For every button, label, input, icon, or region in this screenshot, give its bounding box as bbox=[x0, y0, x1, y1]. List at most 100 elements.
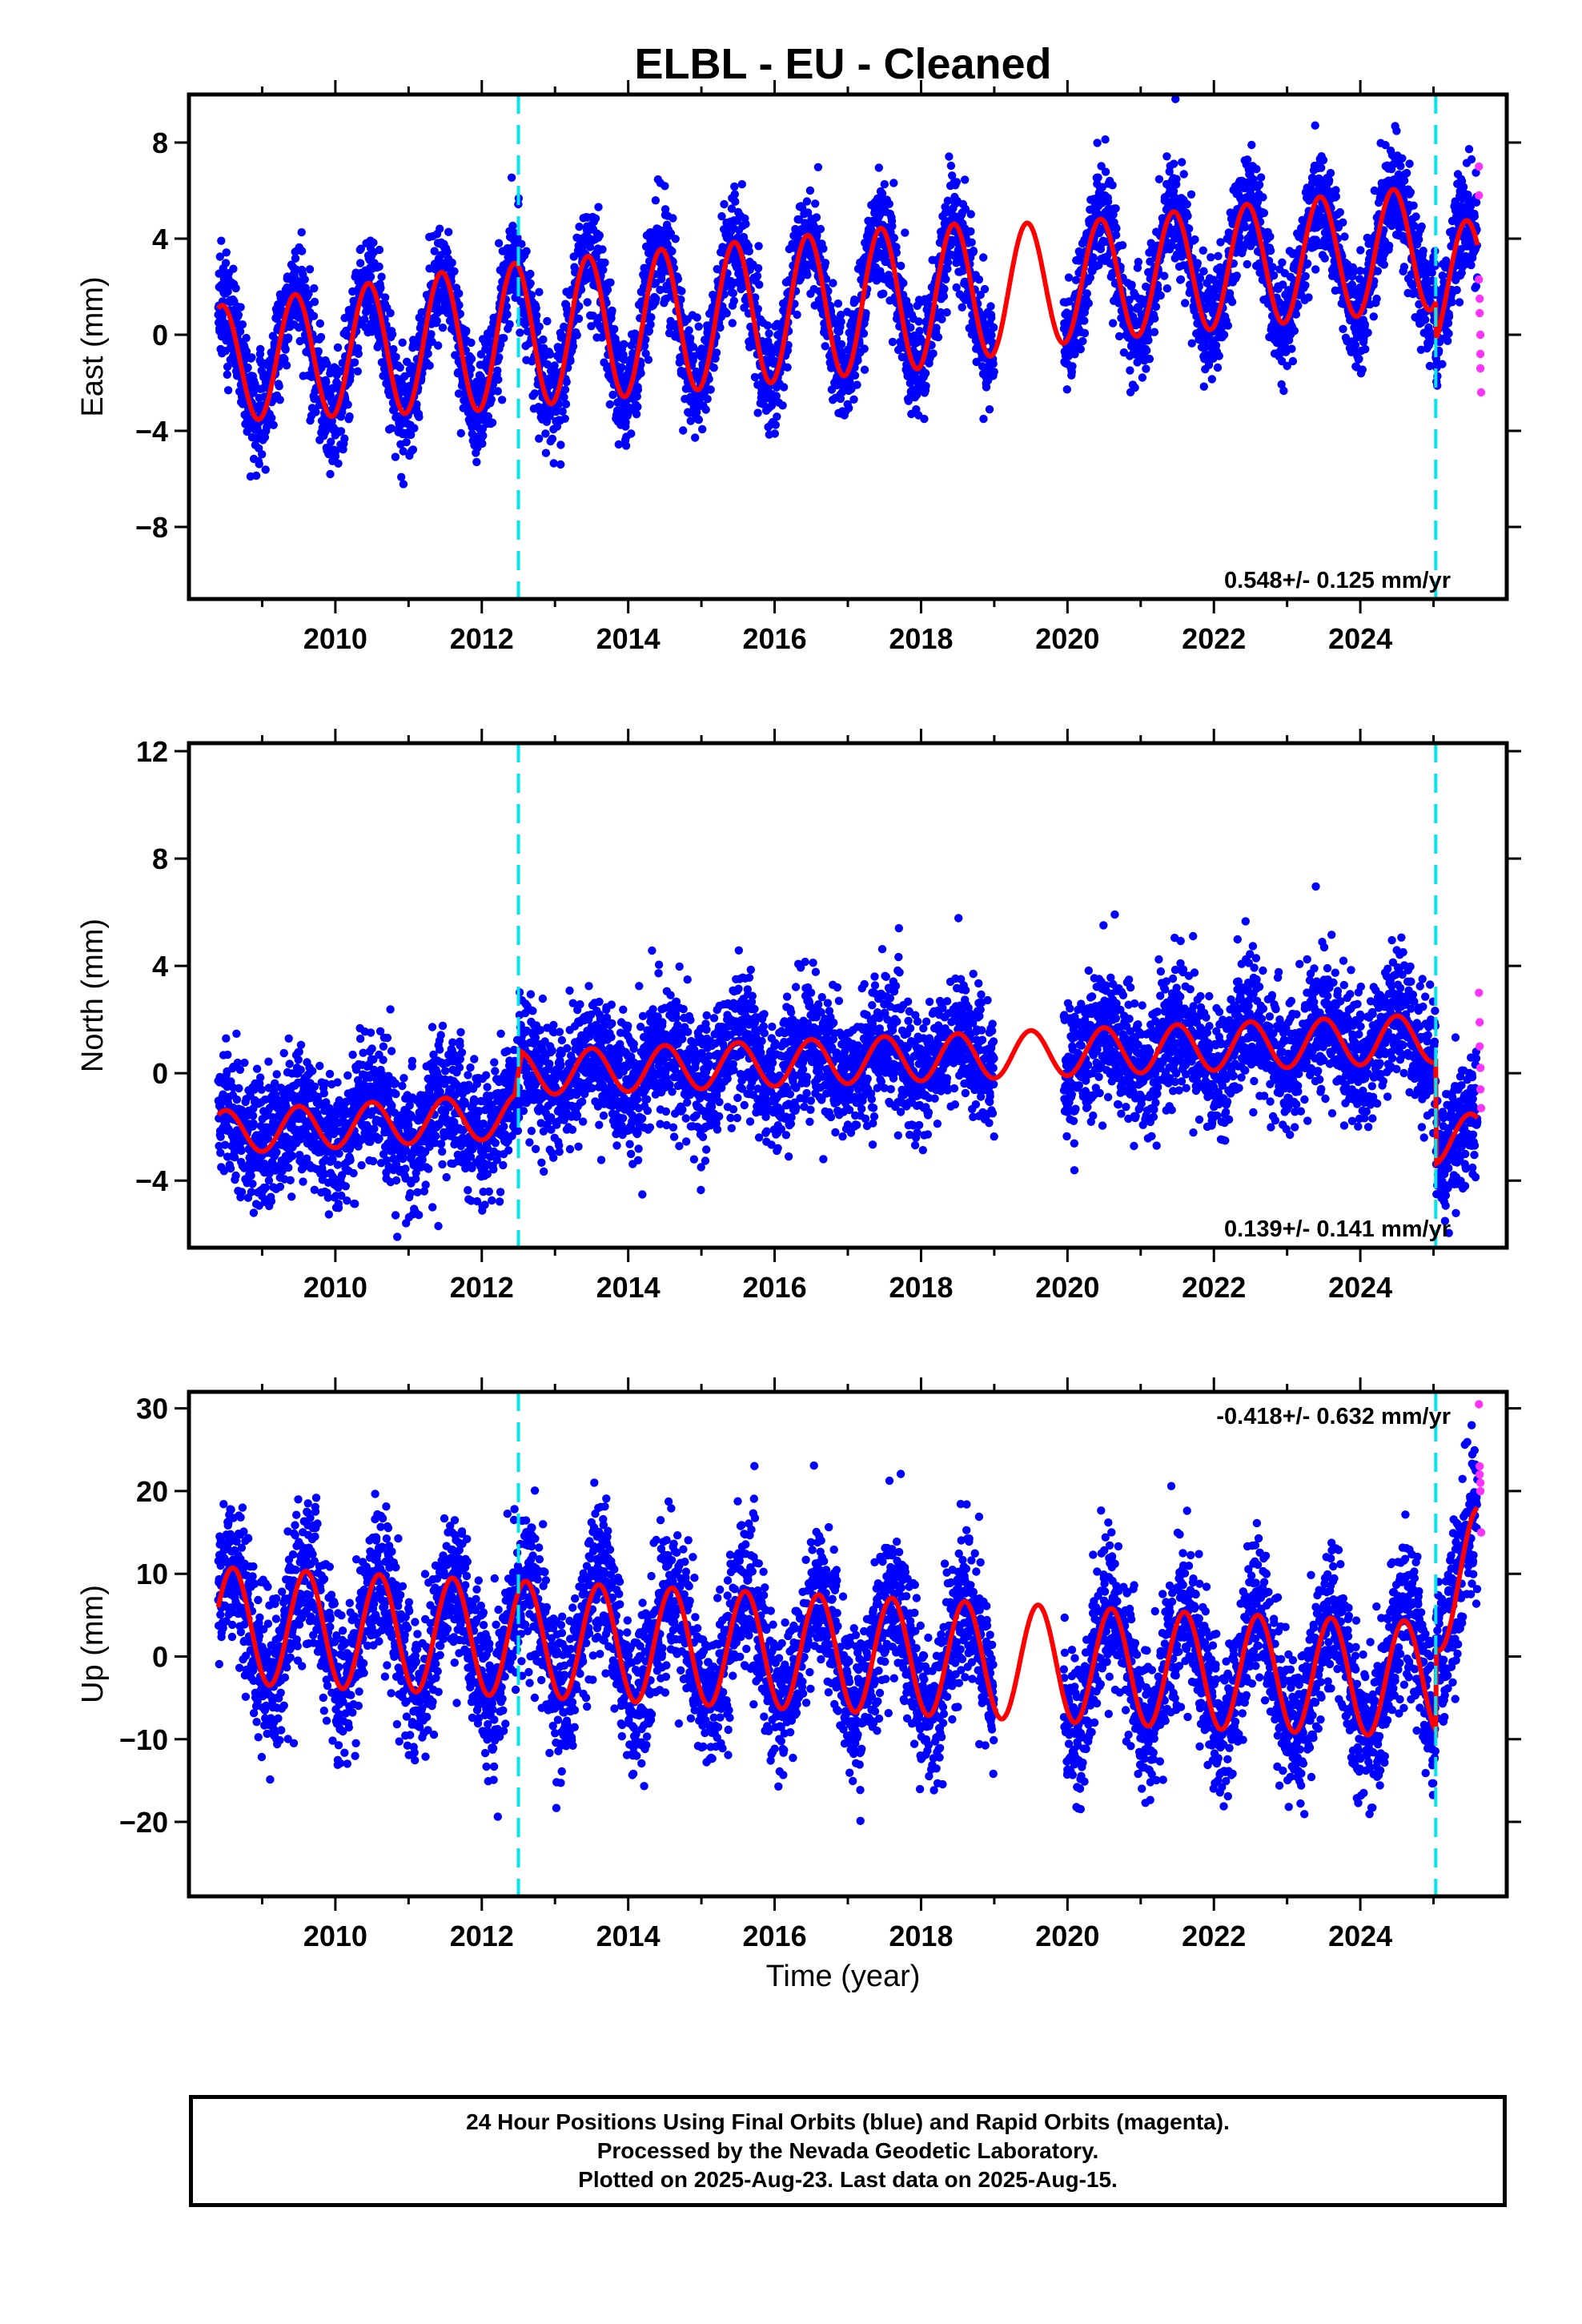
data-point bbox=[952, 178, 962, 187]
data-point bbox=[644, 327, 654, 336]
data-point bbox=[375, 262, 383, 271]
data-point bbox=[753, 408, 762, 417]
data-point bbox=[467, 364, 476, 373]
data-point bbox=[1219, 330, 1229, 340]
data-point bbox=[331, 446, 340, 455]
data-point bbox=[691, 433, 700, 442]
data-point bbox=[1268, 263, 1277, 271]
data-point bbox=[940, 284, 949, 293]
data-point bbox=[888, 337, 897, 347]
data-point bbox=[679, 426, 688, 435]
data-point bbox=[443, 247, 452, 256]
data-point bbox=[1178, 158, 1186, 167]
data-point bbox=[829, 279, 837, 287]
data-point bbox=[410, 424, 419, 432]
data-point bbox=[1255, 180, 1264, 189]
data-point bbox=[728, 319, 737, 328]
data-point bbox=[837, 317, 845, 326]
data-point bbox=[888, 222, 897, 231]
data-point bbox=[1187, 339, 1196, 348]
data-point bbox=[267, 413, 276, 423]
data-point bbox=[644, 356, 653, 364]
data-point bbox=[532, 304, 540, 313]
data-point bbox=[496, 340, 505, 349]
data-point bbox=[560, 392, 568, 402]
data-point bbox=[1303, 259, 1312, 268]
data-point bbox=[932, 324, 941, 332]
data-point bbox=[803, 271, 812, 279]
data-point bbox=[600, 258, 609, 267]
data-point bbox=[1150, 328, 1159, 336]
data-point bbox=[914, 317, 923, 326]
data-point bbox=[686, 334, 695, 343]
data-point bbox=[494, 375, 503, 384]
data-point bbox=[1278, 258, 1287, 267]
data-point bbox=[632, 410, 641, 419]
data-point bbox=[608, 390, 617, 400]
data-point bbox=[661, 182, 669, 191]
data-point bbox=[543, 316, 552, 326]
data-point bbox=[706, 385, 715, 394]
data-point bbox=[275, 396, 284, 404]
data-point bbox=[1084, 299, 1094, 308]
data-point bbox=[819, 244, 828, 253]
data-point bbox=[1207, 375, 1217, 384]
data-point bbox=[614, 440, 623, 449]
data-point bbox=[591, 214, 600, 223]
data-point bbox=[572, 331, 581, 340]
data-point bbox=[1076, 344, 1086, 354]
data-point bbox=[258, 450, 267, 459]
data-point bbox=[269, 420, 278, 429]
data-point bbox=[623, 410, 632, 419]
data-point bbox=[562, 377, 571, 387]
data-point bbox=[1080, 316, 1089, 325]
data-point bbox=[1227, 297, 1237, 307]
data-point bbox=[527, 291, 536, 300]
data-point bbox=[969, 247, 978, 255]
data-point bbox=[1348, 268, 1358, 277]
data-point bbox=[666, 229, 676, 238]
data-point bbox=[434, 341, 443, 350]
data-point bbox=[456, 309, 464, 319]
data-point bbox=[1304, 293, 1313, 302]
data-point bbox=[348, 287, 357, 296]
data-point bbox=[921, 381, 930, 391]
data-point bbox=[1193, 259, 1203, 267]
data-point bbox=[942, 308, 951, 317]
data-point bbox=[1319, 155, 1328, 165]
data-point bbox=[1068, 362, 1077, 371]
data-point bbox=[535, 434, 544, 443]
data-point bbox=[1243, 155, 1252, 164]
data-point bbox=[943, 258, 953, 267]
data-point bbox=[587, 322, 596, 331]
data-point bbox=[297, 227, 306, 237]
data-point bbox=[340, 434, 349, 443]
data-point bbox=[546, 350, 555, 359]
data-point bbox=[275, 382, 283, 391]
data-point bbox=[522, 247, 531, 255]
data-point bbox=[1176, 275, 1186, 284]
data-point bbox=[709, 364, 718, 372]
data-point bbox=[217, 236, 226, 245]
data-point bbox=[1185, 224, 1194, 233]
data-point bbox=[345, 412, 354, 421]
data-point bbox=[1150, 314, 1159, 323]
data-point bbox=[493, 366, 502, 375]
data-point bbox=[247, 353, 256, 362]
data-point bbox=[456, 428, 465, 438]
data-point bbox=[1291, 310, 1301, 319]
data-point bbox=[920, 414, 929, 424]
data-point bbox=[327, 416, 336, 426]
data-point bbox=[1101, 167, 1110, 176]
data-point bbox=[377, 272, 386, 281]
data-point bbox=[812, 213, 821, 222]
data-point bbox=[1199, 382, 1209, 391]
data-point bbox=[915, 327, 924, 336]
data-point bbox=[598, 245, 607, 254]
data-point bbox=[594, 203, 603, 211]
data-point bbox=[1358, 365, 1367, 374]
data-point bbox=[741, 219, 750, 228]
data-point bbox=[770, 429, 779, 438]
data-point bbox=[380, 293, 390, 302]
data-point bbox=[1183, 211, 1192, 220]
